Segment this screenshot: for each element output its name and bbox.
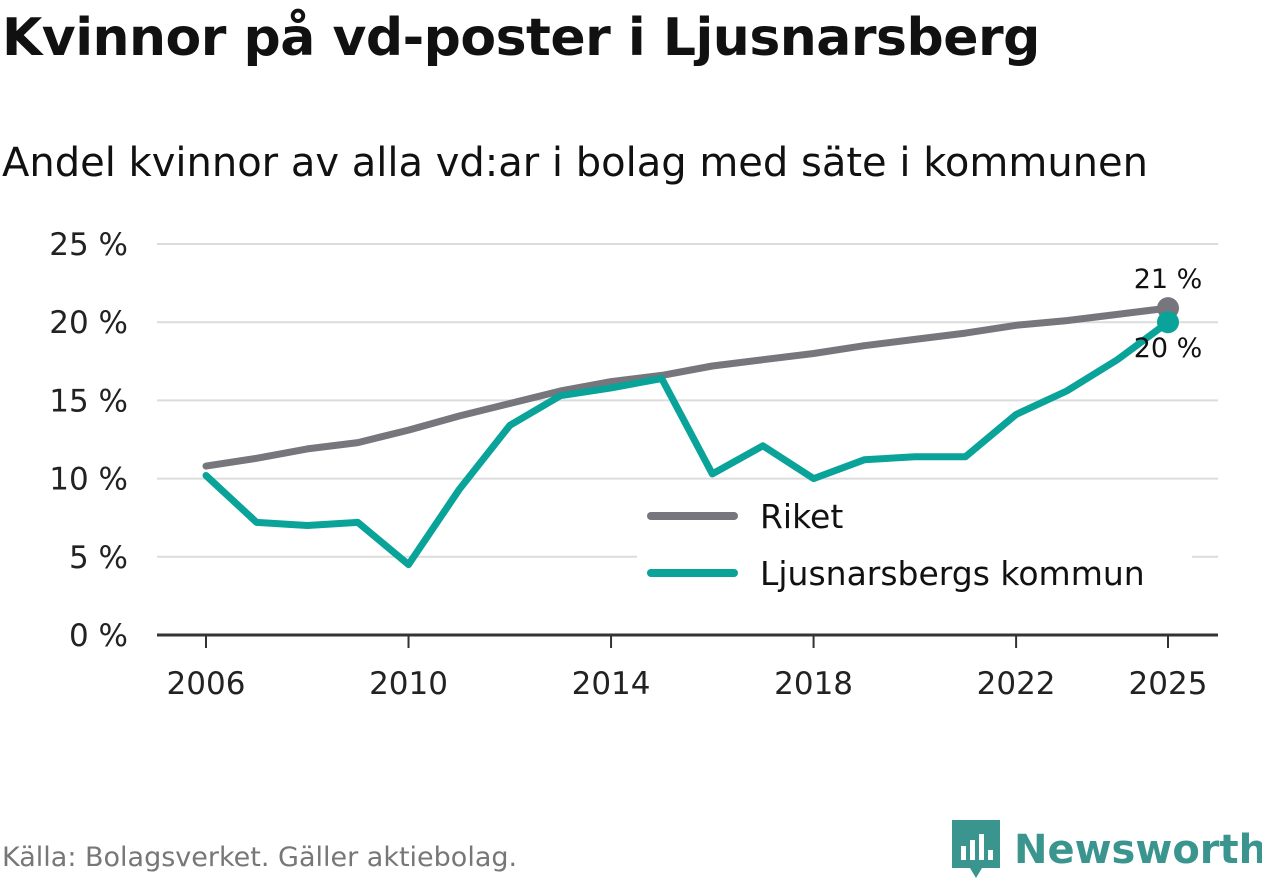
end-label-riket: 21 % — [1134, 264, 1203, 295]
legend-label-riket: Riket — [760, 497, 843, 536]
brand-logo: Newsworthy — [952, 820, 1262, 880]
y-tick-label: 10 % — [49, 462, 128, 498]
x-tick-label: 2025 — [1129, 666, 1208, 702]
x-tick-label: 2006 — [167, 666, 246, 702]
series-lines — [202, 304, 1172, 569]
legend-label-kommun: Ljusnarsbergs kommun — [760, 554, 1145, 593]
x-tick-label: 2018 — [774, 666, 853, 702]
x-axis-ticks: 2006 2010 2014 2018 2022 2025 — [167, 635, 1208, 702]
brand-name: Newsworthy — [1014, 827, 1262, 873]
source-note: Källa: Bolagsverket. Gäller aktiebolag. — [2, 842, 518, 873]
chart-subtitle: Andel kvinnor av alla vd:ar i bolag med … — [2, 140, 1148, 186]
y-tick-label: 5 % — [69, 540, 128, 576]
series-line-kommun — [202, 318, 1172, 569]
chart-title: Kvinnor på vd-poster i Ljusnarsberg — [2, 8, 1040, 68]
y-tick-label: 15 % — [49, 383, 128, 419]
end-point-kommun — [1157, 311, 1179, 334]
legend-background — [637, 488, 1192, 600]
y-tick-label: 0 % — [69, 618, 128, 654]
y-tick-label: 20 % — [49, 305, 128, 341]
series-line-riket — [202, 304, 1172, 470]
y-axis-ticks: 0 % 5 % 10 % 15 % 20 % 25 % — [49, 227, 128, 654]
legend: Riket Ljusnarsbergs kommun — [637, 488, 1192, 600]
x-tick-label: 2014 — [572, 666, 651, 702]
y-tick-label: 25 % — [49, 227, 128, 263]
end-label-kommun: 20 % — [1134, 333, 1203, 364]
x-tick-label: 2010 — [369, 666, 448, 702]
newsworthy-logo-icon — [952, 820, 1000, 878]
end-points: 21 % 20 % — [1134, 264, 1203, 364]
x-tick-label: 2022 — [977, 666, 1056, 702]
